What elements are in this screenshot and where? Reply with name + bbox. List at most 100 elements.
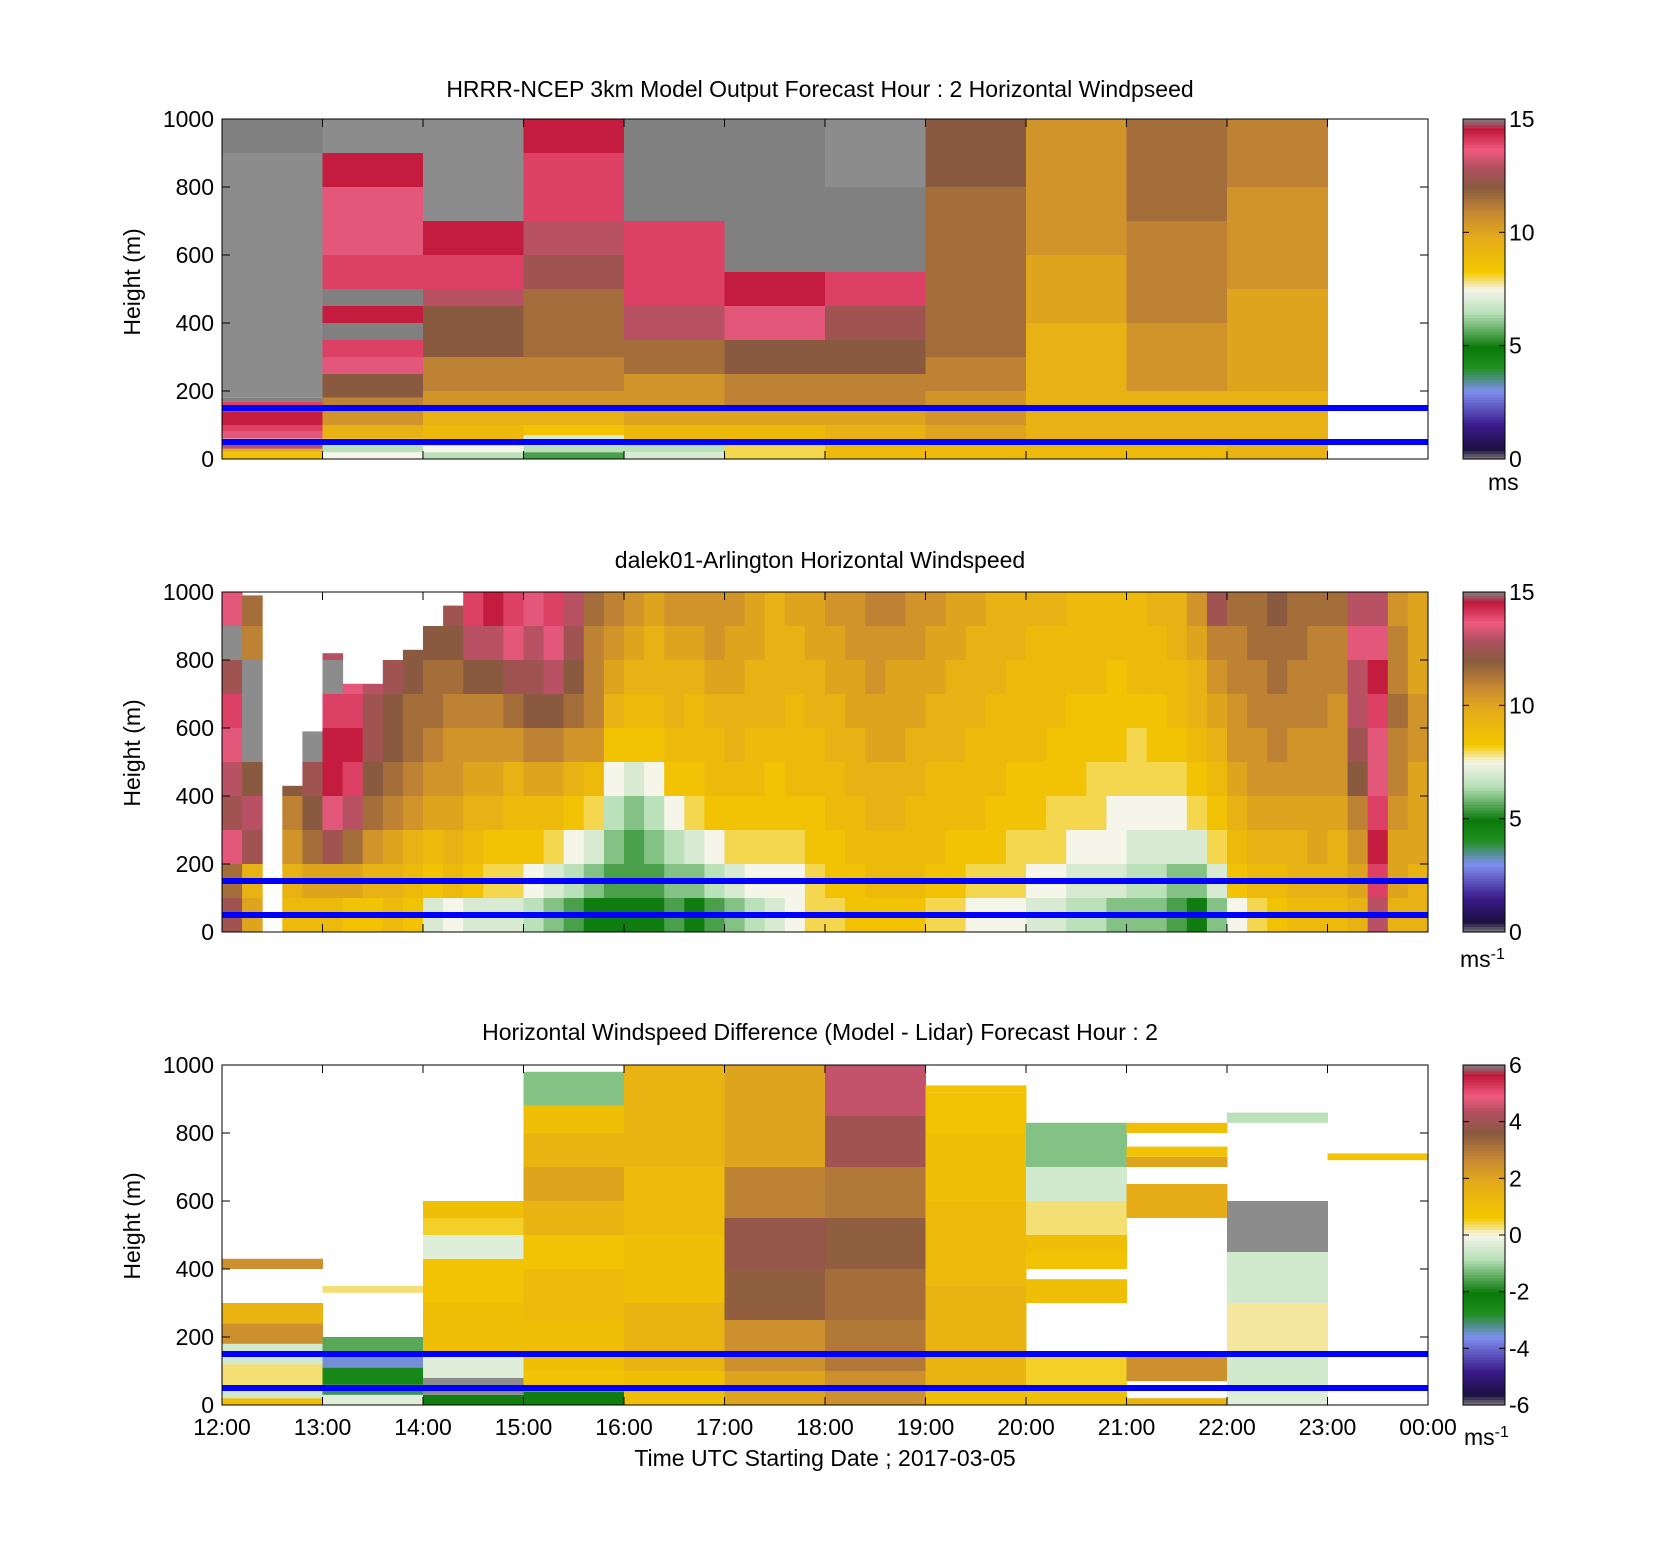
heatmap-cell (423, 626, 444, 660)
heatmap-cell (1186, 626, 1208, 660)
heatmap-cell (985, 728, 1007, 762)
heatmap-cell (423, 445, 524, 453)
colorbar-swatch (1463, 246, 1505, 250)
heatmap-cell (322, 660, 344, 694)
colorbar-swatch (1463, 1150, 1505, 1154)
heatmap-cell (583, 796, 605, 830)
heatmap-cell (1066, 728, 1087, 762)
colorbar-swatch (1463, 376, 1505, 381)
colorbar-swatch (1463, 161, 1505, 165)
heatmap-cell (804, 626, 826, 660)
colorbar-swatch (1463, 903, 1505, 908)
colorbar-swatch (1463, 858, 1505, 862)
heatmap-cell (1367, 796, 1389, 830)
heatmap-cell (845, 728, 866, 762)
heatmap-cell (342, 683, 364, 694)
heatmap-cell (322, 1286, 424, 1293)
colorbar-swatch (1463, 872, 1505, 876)
heatmap-cell (382, 830, 404, 864)
heatmap-cell (1267, 626, 1288, 660)
colorbar-swatch (1463, 1195, 1505, 1199)
colorbar-swatch (1463, 374, 1505, 378)
heatmap-cell (1026, 1201, 1127, 1235)
colorbar-swatch (1463, 240, 1505, 245)
heatmap-cell (1206, 762, 1228, 796)
heatmap-cell (222, 443, 323, 449)
heatmap-cell (302, 830, 323, 864)
heatmap-cell (925, 796, 947, 830)
heatmap-cell (222, 728, 243, 762)
heatmap-cell (423, 660, 444, 694)
heatmap-cell (563, 762, 585, 796)
colorbar-swatch (1463, 1291, 1505, 1296)
heatmap-cell (724, 445, 826, 459)
colorbar-swatch (1463, 835, 1505, 840)
heatmap-cell (624, 762, 645, 796)
colorbar-swatch (1463, 747, 1505, 752)
colorbar-swatch (1463, 759, 1505, 763)
heatmap-cell (402, 830, 424, 864)
heatmap-cell (563, 694, 585, 728)
colorbar-swatch (1463, 212, 1505, 216)
heatmap-cell (222, 592, 243, 626)
heatmap-cell (242, 595, 263, 626)
colorbar-swatch (1463, 226, 1505, 231)
colorbar-swatch (1463, 1172, 1505, 1177)
heatmap-cell (724, 153, 826, 204)
colorbar-swatch (1463, 1169, 1505, 1174)
colorbar-swatch (1463, 1093, 1505, 1097)
heatmap-cell (342, 694, 364, 728)
colorbar-swatch (1463, 413, 1505, 418)
heatmap-cell (905, 762, 926, 796)
heatmap-cell (1287, 592, 1308, 626)
colorbar-swatch (1463, 410, 1505, 415)
heatmap-cell (1046, 830, 1067, 864)
heatmap-cell (1267, 830, 1288, 864)
heatmap-cell (1327, 762, 1349, 796)
heatmap-cell (624, 306, 725, 340)
colorbar-swatch (1463, 147, 1505, 151)
colorbar-swatch (1463, 781, 1505, 786)
colorbar-swatch (1463, 847, 1505, 851)
heatmap-cell (764, 626, 786, 660)
colorbar-swatch (1463, 756, 1505, 760)
heatmap-cell (624, 1167, 725, 1235)
heatmap-cell (1126, 391, 1228, 446)
heatmap-cell (945, 626, 967, 660)
colorbar-swatch (1463, 1065, 1505, 1069)
colorbar-swatch (1463, 393, 1505, 398)
colorbar-swatch (1463, 155, 1505, 160)
heatmap-cell (423, 694, 444, 728)
colorbar-swatch (1463, 643, 1505, 647)
colorbar-swatch (1463, 357, 1505, 361)
colorbar-swatch (1463, 1152, 1505, 1157)
heatmap-cell (1227, 289, 1328, 391)
colorbar-swatch (1463, 178, 1505, 182)
heatmap-cell (804, 830, 826, 864)
colorbar-swatch (1463, 1184, 1505, 1188)
colorbar-swatch (1463, 1283, 1505, 1287)
colorbar-swatch (1463, 331, 1505, 335)
heatmap-cell (322, 1394, 424, 1405)
heatmap-cell (885, 762, 906, 796)
y-tick-label: 800 (176, 647, 214, 673)
colorbar-swatch (1463, 1371, 1505, 1375)
heatmap-cell (242, 728, 263, 762)
colorbar-swatch (1463, 711, 1505, 715)
colorbar-swatch (1463, 1113, 1505, 1117)
heatmap-cell (1166, 626, 1188, 660)
colorbar-swatch (1463, 1127, 1505, 1131)
colorbar-swatch (1463, 144, 1505, 148)
x-tick-label: 21:00 (1098, 1414, 1156, 1440)
colorbar-swatch (1463, 1297, 1505, 1301)
colorbar-swatch (1463, 1135, 1505, 1140)
colorbar-tick-label: 10 (1509, 692, 1535, 718)
heatmap-cell (523, 830, 545, 864)
heatmap-cell (483, 626, 504, 660)
colorbar-swatch (1463, 923, 1505, 927)
colorbar-swatch (1463, 1314, 1505, 1318)
heatmap-cell (925, 119, 1027, 187)
heatmap-cell (1166, 762, 1188, 796)
colorbar-swatch (1463, 1079, 1505, 1083)
colorbar-swatch (1463, 1317, 1505, 1321)
